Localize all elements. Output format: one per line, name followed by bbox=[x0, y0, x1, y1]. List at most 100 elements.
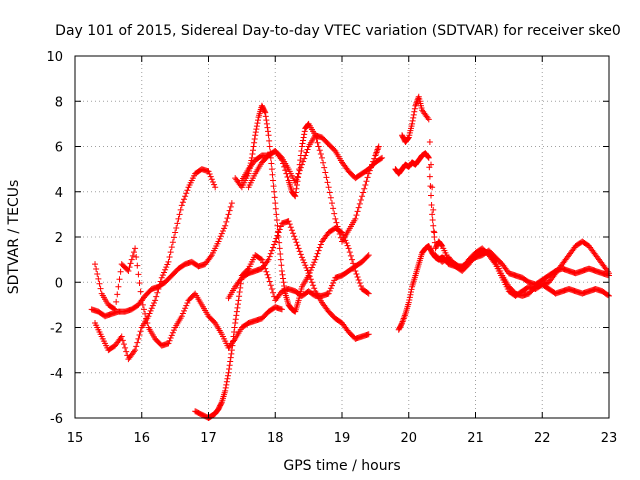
data-point bbox=[353, 212, 360, 219]
data-point bbox=[604, 292, 611, 299]
data-point bbox=[227, 354, 234, 361]
data-point bbox=[299, 140, 306, 147]
data-point bbox=[277, 153, 284, 160]
data-point bbox=[233, 312, 240, 319]
series-track bbox=[395, 243, 612, 333]
data-point bbox=[222, 222, 229, 229]
y-tick-label: -6 bbox=[50, 412, 63, 427]
data-point bbox=[357, 283, 364, 290]
data-point bbox=[356, 280, 363, 287]
data-point bbox=[138, 297, 145, 304]
data-point bbox=[265, 256, 272, 263]
data-point bbox=[364, 253, 371, 260]
data-point bbox=[301, 155, 308, 162]
series-track bbox=[232, 102, 372, 315]
data-point bbox=[316, 244, 323, 251]
data-point bbox=[264, 271, 271, 278]
data-point bbox=[174, 220, 181, 227]
data-point bbox=[224, 215, 231, 222]
data-point bbox=[148, 305, 155, 312]
x-tick-label: 15 bbox=[67, 431, 84, 446]
x-tick-label: 19 bbox=[334, 431, 351, 446]
data-point bbox=[328, 282, 335, 289]
data-point bbox=[110, 305, 117, 312]
data-point bbox=[182, 305, 189, 312]
series-track bbox=[245, 132, 386, 191]
data-point bbox=[113, 298, 120, 305]
data-point bbox=[300, 257, 307, 264]
x-tick-label: 21 bbox=[467, 431, 484, 446]
data-point bbox=[211, 181, 218, 188]
data-point bbox=[291, 233, 298, 240]
data-point bbox=[168, 332, 175, 339]
data-point bbox=[133, 343, 140, 350]
data-point bbox=[166, 337, 173, 344]
y-axis-label: SDTVAR / TECUs bbox=[6, 180, 22, 295]
data-point bbox=[211, 318, 218, 325]
data-point bbox=[142, 310, 149, 317]
data-point bbox=[411, 105, 418, 112]
data-point bbox=[356, 200, 363, 207]
data-point bbox=[269, 171, 276, 178]
data-point bbox=[315, 247, 322, 254]
data-point bbox=[235, 297, 242, 304]
data-point bbox=[426, 138, 433, 145]
data-point bbox=[222, 384, 229, 391]
data-point bbox=[305, 272, 312, 279]
data-point bbox=[265, 128, 272, 135]
data-point bbox=[324, 179, 331, 186]
data-point bbox=[428, 201, 435, 208]
x-axis-label: GPS time / hours bbox=[283, 458, 400, 474]
data-point bbox=[298, 148, 305, 155]
data-point bbox=[270, 289, 277, 296]
data-point bbox=[313, 253, 320, 260]
data-point bbox=[165, 340, 172, 347]
data-marks bbox=[88, 93, 612, 421]
data-point bbox=[331, 146, 338, 153]
data-point bbox=[167, 249, 174, 256]
data-point bbox=[150, 299, 157, 306]
data-point bbox=[115, 283, 122, 290]
data-point bbox=[407, 291, 414, 298]
data-point bbox=[114, 291, 121, 298]
data-point bbox=[272, 200, 279, 207]
data-point bbox=[221, 225, 228, 232]
data-point bbox=[152, 297, 159, 304]
data-point bbox=[310, 282, 317, 289]
data-point bbox=[219, 227, 226, 234]
data-point bbox=[294, 242, 301, 249]
data-point bbox=[250, 147, 256, 154]
data-point bbox=[325, 290, 332, 297]
data-point bbox=[409, 120, 416, 127]
data-point bbox=[272, 238, 279, 245]
data-point bbox=[137, 328, 144, 335]
data-point bbox=[303, 149, 310, 156]
data-point bbox=[431, 229, 438, 236]
data-point bbox=[227, 358, 234, 365]
data-point bbox=[292, 189, 299, 196]
data-point bbox=[169, 239, 176, 246]
data-point bbox=[363, 178, 370, 185]
data-point bbox=[257, 255, 264, 262]
data-point bbox=[287, 224, 294, 231]
data-point bbox=[349, 256, 356, 263]
data-point bbox=[273, 211, 280, 218]
data-point bbox=[228, 347, 235, 354]
data-point bbox=[281, 283, 288, 290]
data-point bbox=[253, 126, 260, 133]
data-point bbox=[177, 206, 184, 213]
data-point bbox=[216, 235, 223, 242]
data-point bbox=[346, 249, 353, 256]
data-point bbox=[205, 168, 212, 175]
data-point bbox=[318, 154, 325, 161]
data-point bbox=[212, 184, 219, 191]
data-point bbox=[261, 108, 268, 115]
data-point bbox=[344, 242, 351, 249]
data-point bbox=[153, 293, 160, 300]
data-point bbox=[278, 267, 285, 274]
x-tick-label: 16 bbox=[133, 431, 150, 446]
y-tick-label: 8 bbox=[55, 95, 63, 110]
data-point bbox=[301, 259, 308, 266]
data-point bbox=[223, 381, 230, 388]
y-tick-label: 2 bbox=[55, 231, 63, 246]
